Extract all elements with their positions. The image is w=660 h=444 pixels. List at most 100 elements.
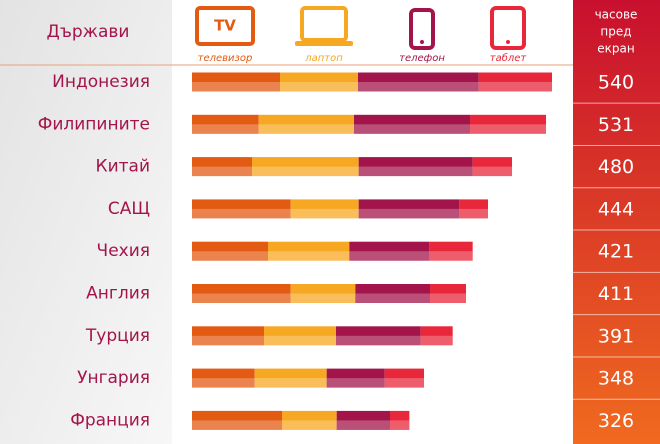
side-panel — [0, 0, 172, 444]
total-label: 540 — [598, 72, 634, 94]
bar-shade — [258, 124, 355, 134]
bar-shade — [429, 251, 473, 261]
bar-segment — [192, 326, 265, 346]
bar-shade — [192, 208, 291, 219]
category-label: Филипините — [38, 114, 150, 134]
bar-segment — [192, 114, 259, 134]
bar-segment — [429, 241, 473, 261]
bar-segment — [192, 241, 269, 261]
bar-shade — [192, 166, 253, 177]
bar-segment — [192, 284, 291, 303]
tv-text: TV — [214, 17, 236, 35]
bar-shade — [192, 293, 291, 303]
category-label: Унгария — [77, 368, 150, 388]
total-label: 391 — [598, 325, 634, 347]
bar-shade — [478, 82, 553, 92]
bar-segment — [384, 368, 425, 388]
bar-segment — [326, 368, 385, 388]
bar-segment — [280, 72, 359, 92]
bar-segment — [349, 241, 430, 261]
bar-shade — [355, 293, 431, 303]
bar-shade — [354, 124, 471, 134]
bar-shade — [192, 124, 259, 134]
total-header: пред — [600, 25, 631, 39]
total-label: 480 — [598, 156, 634, 178]
total-label: 348 — [598, 368, 634, 390]
bar-segment — [470, 114, 547, 134]
total-header: часове — [595, 8, 638, 22]
bar-segment — [358, 157, 473, 177]
total-label: 326 — [598, 410, 634, 432]
bar-segment — [336, 326, 421, 346]
bar-shade — [280, 82, 359, 92]
category-label: Индонезия — [52, 72, 150, 92]
bar-shade — [290, 293, 356, 303]
category-label: САЩ — [108, 199, 150, 219]
bar-segment — [355, 284, 431, 303]
bar-shade — [430, 293, 467, 303]
bar-shade — [336, 335, 421, 346]
total-label: 531 — [598, 114, 634, 136]
bar-segment — [192, 72, 281, 92]
bar-shade — [358, 208, 460, 219]
bar-shade — [192, 378, 255, 388]
bar-segment — [430, 284, 467, 303]
bar-segment — [264, 326, 337, 346]
bar-segment — [358, 72, 479, 92]
legend-label: телефон — [399, 53, 445, 64]
phone-icon — [409, 8, 435, 50]
legend-label: лаптоп — [304, 53, 343, 64]
bar-segment — [282, 410, 337, 430]
bar-segment — [459, 199, 489, 219]
bar-shade — [470, 124, 547, 134]
bar-shade — [384, 378, 425, 388]
bar-segment — [420, 326, 453, 346]
bar-segment — [192, 410, 283, 430]
bar-shade — [459, 208, 489, 219]
bar-shade — [420, 335, 453, 346]
category-header: Държави — [47, 22, 130, 42]
bar-segment — [472, 157, 513, 177]
bar-shade — [290, 208, 359, 219]
tablet-icon — [490, 6, 526, 50]
bar-shade — [358, 82, 479, 92]
bar-shade — [192, 420, 283, 430]
bar-segment — [192, 199, 291, 219]
bar-shade — [264, 335, 337, 346]
bar-shade — [326, 378, 385, 388]
total-label: 444 — [598, 198, 634, 220]
bar-segment — [254, 368, 327, 388]
bar-shade — [349, 251, 430, 261]
bar-shade — [472, 166, 513, 177]
bar-shade — [268, 251, 350, 261]
total-label: 421 — [598, 241, 634, 263]
bar-segment — [252, 157, 359, 177]
bar-segment — [268, 241, 350, 261]
category-label: Чехия — [97, 241, 150, 261]
total-label: 411 — [598, 283, 634, 305]
category-label: Китай — [96, 157, 151, 177]
bar-shade — [192, 335, 265, 346]
bar-segment — [336, 410, 391, 430]
bar-shade — [252, 166, 359, 177]
total-header: екран — [597, 42, 634, 56]
bar-shade — [390, 420, 410, 430]
bar-segment — [478, 72, 553, 92]
bar-segment — [258, 114, 355, 134]
bar-segment — [390, 410, 410, 430]
legend-label: телевизор — [198, 53, 253, 64]
bar-segment — [192, 368, 255, 388]
bar-shade — [282, 420, 337, 430]
bar-segment — [192, 157, 253, 177]
category-label: Франция — [70, 410, 150, 430]
bar-shade — [336, 420, 391, 430]
bar-segment — [358, 199, 460, 219]
bar-shade — [254, 378, 327, 388]
category-label: Турция — [85, 326, 150, 346]
tv-icon: TV — [195, 6, 255, 46]
laptop-icon — [295, 6, 353, 46]
bar-shade — [358, 166, 473, 177]
bar-segment — [354, 114, 471, 134]
bar-shade — [192, 251, 269, 261]
